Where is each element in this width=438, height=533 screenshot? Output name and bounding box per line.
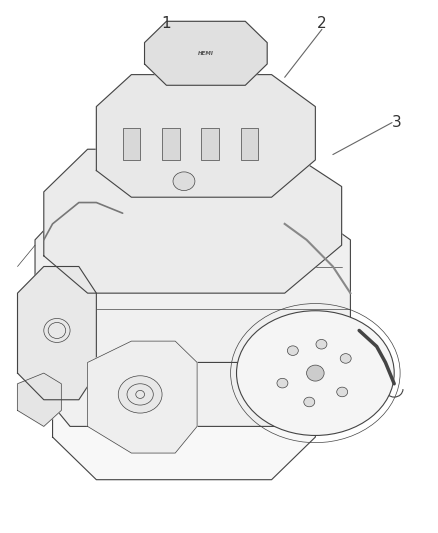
Ellipse shape bbox=[337, 387, 348, 397]
Ellipse shape bbox=[304, 397, 315, 407]
Polygon shape bbox=[44, 149, 342, 293]
Polygon shape bbox=[18, 373, 61, 426]
Ellipse shape bbox=[307, 365, 324, 381]
Polygon shape bbox=[88, 341, 197, 453]
Ellipse shape bbox=[340, 354, 351, 364]
Ellipse shape bbox=[118, 376, 162, 413]
Bar bbox=[201, 128, 219, 160]
Ellipse shape bbox=[277, 378, 288, 388]
Polygon shape bbox=[53, 362, 315, 480]
Polygon shape bbox=[18, 266, 96, 400]
Ellipse shape bbox=[316, 340, 327, 349]
Text: HEMI: HEMI bbox=[198, 51, 214, 56]
Ellipse shape bbox=[237, 311, 394, 435]
Text: 3: 3 bbox=[392, 115, 401, 130]
Bar bbox=[241, 128, 258, 160]
Polygon shape bbox=[145, 21, 267, 85]
Ellipse shape bbox=[173, 172, 195, 190]
Bar bbox=[123, 128, 140, 160]
Bar bbox=[162, 128, 180, 160]
Text: 2: 2 bbox=[317, 17, 327, 31]
Text: 1: 1 bbox=[162, 17, 171, 31]
Ellipse shape bbox=[287, 346, 298, 356]
Polygon shape bbox=[35, 203, 350, 426]
Polygon shape bbox=[96, 75, 315, 197]
